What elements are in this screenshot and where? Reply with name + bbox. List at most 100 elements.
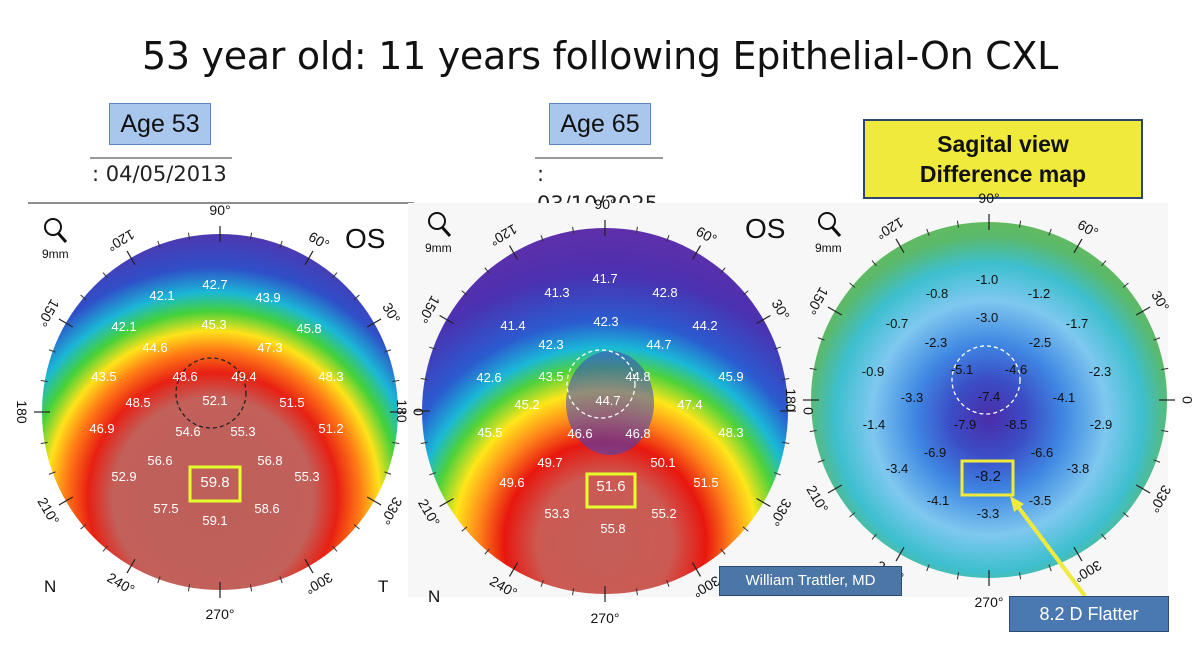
map-value: -2.9 <box>1090 417 1112 432</box>
scale-label-1: 9mm <box>42 247 69 261</box>
rim-tick <box>895 238 905 254</box>
rim-minor-tick <box>635 226 638 234</box>
map-value: -8.5 <box>1005 417 1027 432</box>
map-value: -3.3 <box>977 506 999 521</box>
map-value: 41.7 <box>592 271 617 286</box>
map-value: 45.9 <box>718 369 743 384</box>
map-value: -6.9 <box>924 445 946 460</box>
rim-tick <box>1135 484 1151 494</box>
map-value: 44.2 <box>692 318 717 333</box>
rim-minor-tick <box>187 232 191 240</box>
highlight-value: -8.2 <box>975 468 1001 485</box>
angle-label: 270° <box>591 610 620 626</box>
rim-minor-tick <box>40 441 48 445</box>
rim-minor-tick <box>279 576 283 584</box>
rim-minor-tick <box>384 349 392 353</box>
rim-tick <box>366 318 382 328</box>
map-value: -7.4 <box>978 389 1000 404</box>
map-value: 56.8 <box>257 453 282 468</box>
rim-tick <box>1135 306 1151 316</box>
rim-tick <box>827 306 843 316</box>
map-value: 42.1 <box>111 319 136 334</box>
map-value: -0.9 <box>862 364 884 379</box>
angle-label: 0 <box>800 407 816 415</box>
rim-minor-tick <box>392 379 400 383</box>
rim-tick <box>756 314 771 325</box>
highlight-box-1 <box>188 465 242 503</box>
age-53-label: Age 53 <box>109 103 211 145</box>
rim-minor-tick <box>429 472 437 476</box>
map-value: -4.1 <box>1053 390 1075 405</box>
rim-minor-tick <box>102 272 108 279</box>
rim-minor-tick <box>773 346 781 350</box>
rim-tick <box>508 562 519 577</box>
heading-line-1: Sagital view <box>937 131 1069 157</box>
author-credit: William Trattler, MD <box>719 566 902 596</box>
scale-label-2: 9mm <box>425 241 452 255</box>
map-value: 48.3 <box>718 425 743 440</box>
angle-label: 90° <box>594 196 615 212</box>
rim-tick <box>439 497 454 508</box>
rim-minor-tick <box>817 337 825 341</box>
map-value: 49.6 <box>499 475 524 490</box>
rim-minor-tick <box>80 294 87 300</box>
nasal-label-2: N <box>428 587 440 606</box>
difference-map <box>811 222 1167 578</box>
angle-label: 180 <box>394 399 410 423</box>
rim-minor-tick <box>249 232 253 240</box>
rim-tick <box>827 484 843 494</box>
rim-tick <box>691 562 702 577</box>
map-value: -3.4 <box>886 461 908 476</box>
rim-tick <box>756 497 771 508</box>
rim-minor-tick <box>1122 512 1129 518</box>
angle-label: 180 <box>783 388 799 412</box>
heading-line-2: Difference map <box>919 161 1087 187</box>
rim-tick <box>439 314 454 325</box>
rim-tick <box>508 245 519 260</box>
rim-minor-tick <box>666 579 670 587</box>
eye-label-os-2: OS <box>745 213 785 244</box>
rim-minor-tick <box>1048 228 1052 236</box>
map-value: -6.6 <box>1031 445 1053 460</box>
rim-minor-tick <box>871 260 877 267</box>
map-value: -3.5 <box>1029 493 1051 508</box>
rim-minor-tick <box>420 441 428 444</box>
rim-minor-tick <box>809 367 817 371</box>
rim-minor-tick <box>666 235 670 243</box>
age-65-label: Age 65 <box>549 103 651 145</box>
map-value: 45.8 <box>296 321 321 336</box>
rim-minor-tick <box>1161 367 1169 371</box>
rim-minor-tick <box>1161 429 1169 433</box>
topo-map-2013 <box>42 234 398 590</box>
rim-minor-tick <box>484 548 490 555</box>
rim-minor-tick <box>817 459 825 463</box>
map-value: 43.9 <box>255 290 280 305</box>
rim-tick <box>58 496 74 506</box>
map-value: 46.6 <box>567 426 592 441</box>
map-value: 45.5 <box>477 425 502 440</box>
highlight-value: 59.8 <box>200 474 229 491</box>
rim-minor-tick <box>102 545 108 552</box>
rim-minor-tick <box>720 267 726 274</box>
rim-minor-tick <box>1018 572 1022 580</box>
map-value: -0.8 <box>926 286 948 301</box>
magnifier-icon <box>44 218 68 243</box>
map-value: 43.5 <box>538 369 563 384</box>
map-value: 51.5 <box>279 395 304 410</box>
angle-label: 0 <box>1179 396 1195 404</box>
rim-tick <box>58 318 74 328</box>
map-value: 50.1 <box>650 455 675 470</box>
map-value: 52.1 <box>202 393 227 408</box>
map-value: 42.7 <box>202 277 227 292</box>
rim-minor-tick <box>849 282 856 288</box>
angle-label: 0 <box>410 408 426 416</box>
exam-date-2013: : 04/05/2013 <box>90 157 232 189</box>
map-value: 53.3 <box>544 506 569 521</box>
rim-minor-tick <box>635 588 638 596</box>
angle-label: 180 <box>14 400 30 424</box>
map-value: 55.3 <box>230 424 255 439</box>
rim-minor-tick <box>742 290 749 296</box>
map-value: 51.2 <box>318 421 343 436</box>
map-value: 41.3 <box>544 285 569 300</box>
rim-minor-tick <box>461 526 468 532</box>
